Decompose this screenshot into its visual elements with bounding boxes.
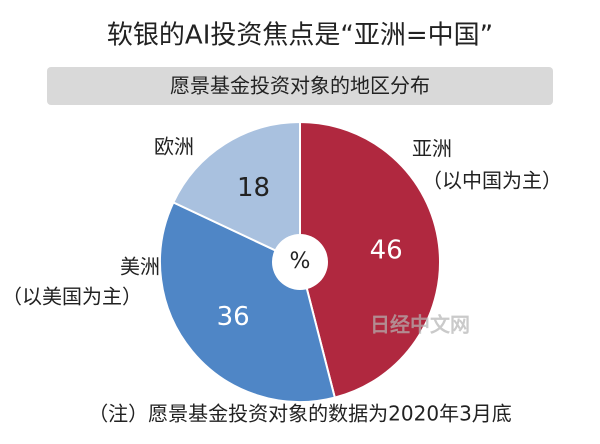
value-label: 36 — [217, 302, 250, 332]
pie-slice — [171, 120, 301, 264]
chart-title: 软银的AI投资焦点是“亚洲=中国” — [107, 21, 493, 51]
chart-subtitle: 愿景基金投资对象的地区分布 — [170, 74, 430, 98]
note: （注）愿景基金投资对象的数据为2020年3月底 — [88, 402, 512, 426]
pie-hole — [272, 234, 328, 290]
value-label: 46 — [370, 236, 403, 266]
value-label: 18 — [237, 173, 270, 203]
category-label: （以美国为主） — [2, 285, 142, 309]
category-label: 欧洲 — [154, 135, 194, 159]
pie-slice — [159, 201, 337, 403]
watermark: 日经中文网 — [370, 313, 470, 337]
category-label: 美洲 — [120, 255, 160, 279]
pie: 46 36 18% — [159, 120, 441, 403]
category-label: （以中国为主） — [422, 169, 562, 193]
center-label: % — [290, 249, 311, 274]
pie-slice — [299, 120, 441, 399]
subtitle-box — [47, 67, 553, 105]
category-label: 亚洲 — [412, 137, 452, 161]
